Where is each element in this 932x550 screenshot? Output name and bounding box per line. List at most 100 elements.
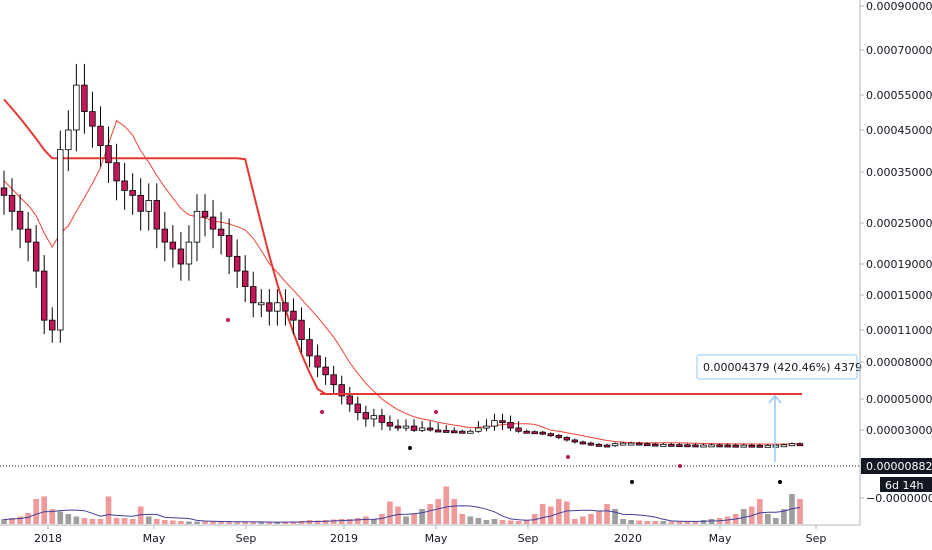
candle <box>354 396 361 421</box>
x-tick-label: May <box>709 532 732 545</box>
candle-body <box>708 444 715 448</box>
candle-body <box>426 427 434 431</box>
candle <box>579 440 587 445</box>
candle <box>378 408 386 431</box>
volume-bar <box>363 516 369 524</box>
volume-bar <box>547 506 554 524</box>
candle <box>233 239 241 288</box>
volume-bar <box>483 520 490 524</box>
candle-body <box>8 194 16 212</box>
volume-bar <box>499 520 506 524</box>
volume-bar <box>371 519 377 524</box>
x-tick-label: 2018 <box>34 532 62 545</box>
candle-body <box>250 286 257 304</box>
candle <box>73 63 80 152</box>
candle <box>475 421 482 433</box>
candle-body <box>193 210 201 243</box>
candle-body <box>563 437 571 441</box>
candle-body <box>298 319 305 340</box>
candle-body <box>515 427 522 432</box>
candle <box>595 443 603 447</box>
candle <box>346 386 353 412</box>
candle-body <box>354 403 361 413</box>
volume-bar <box>531 514 538 524</box>
volume-bar <box>153 519 160 524</box>
volume-bar <box>451 499 458 524</box>
candle <box>563 436 571 442</box>
candle-body <box>322 366 329 376</box>
candle <box>788 442 796 447</box>
volume-bar <box>73 516 80 524</box>
volume-bar <box>121 518 128 524</box>
volume-bar <box>564 501 570 524</box>
volume-bar <box>411 514 417 524</box>
candle-body <box>459 430 466 434</box>
volume-bar <box>89 519 96 524</box>
candle-body <box>40 270 48 321</box>
y-tick-label: 0.00008000 <box>866 356 932 369</box>
candle <box>105 126 112 183</box>
candle-body <box>394 425 402 429</box>
measure-tool[interactable]: 0.00004379 (420.46%) 4379 <box>696 354 862 462</box>
candle <box>225 218 233 275</box>
volume-bar <box>652 521 659 524</box>
candle <box>129 173 136 215</box>
candle <box>89 91 96 148</box>
candle <box>209 199 217 249</box>
last-price-label: 0.00000882 <box>866 460 932 473</box>
candle <box>290 298 297 335</box>
x-axis[interactable]: 2018 May Sep 2019 May Sep 2020 May Sep <box>0 524 860 545</box>
candle <box>668 443 675 447</box>
candle <box>330 365 337 395</box>
volume-bar <box>49 509 56 524</box>
measure-label: 0.00004379 (420.46%) 4379 <box>703 361 862 374</box>
candle-body <box>451 430 458 434</box>
candle <box>49 307 56 343</box>
candle <box>772 443 780 448</box>
signal-dot <box>566 455 570 459</box>
candle-body <box>571 439 579 443</box>
volume-bar <box>507 520 514 524</box>
signal-dot <box>678 464 682 468</box>
candle-body <box>418 427 426 431</box>
candle <box>306 327 313 368</box>
y-tick-label: 0.00003000 <box>866 424 932 437</box>
candle <box>322 357 329 385</box>
volume-bar <box>588 514 594 524</box>
candle <box>161 212 169 262</box>
signal-dot <box>778 480 782 484</box>
volume-bar <box>145 516 152 524</box>
volume-bar <box>41 496 48 524</box>
volume-bar <box>282 521 289 524</box>
candle <box>65 110 72 172</box>
candle <box>635 441 643 446</box>
candle-body <box>772 444 780 448</box>
slow-ma-line <box>3 119 801 445</box>
candle <box>700 443 707 448</box>
countdown-tag: 6d 14h <box>880 477 932 492</box>
candle-body <box>81 84 88 113</box>
candle <box>499 413 506 431</box>
candle <box>241 255 249 303</box>
candle <box>515 421 522 433</box>
candle-body <box>539 431 546 435</box>
candle <box>692 443 699 448</box>
candle-body <box>113 162 120 182</box>
signal-dot <box>434 410 438 414</box>
candle <box>619 441 627 446</box>
candle-body <box>24 228 32 243</box>
candle <box>732 443 739 448</box>
volume-bar <box>765 514 771 524</box>
candle-body <box>161 228 169 243</box>
volume-bar <box>555 499 562 524</box>
volume-bar <box>756 499 763 524</box>
candle <box>370 408 378 427</box>
volume-bar <box>523 520 530 524</box>
candle <box>314 344 321 378</box>
candle-body <box>97 125 104 146</box>
candle-body <box>434 429 442 433</box>
candle-body <box>619 442 627 446</box>
y-axis[interactable]: 0.00090000 0.00070000 0.00055000 0.00045000… <box>859 0 932 525</box>
volume-bar <box>660 521 667 524</box>
